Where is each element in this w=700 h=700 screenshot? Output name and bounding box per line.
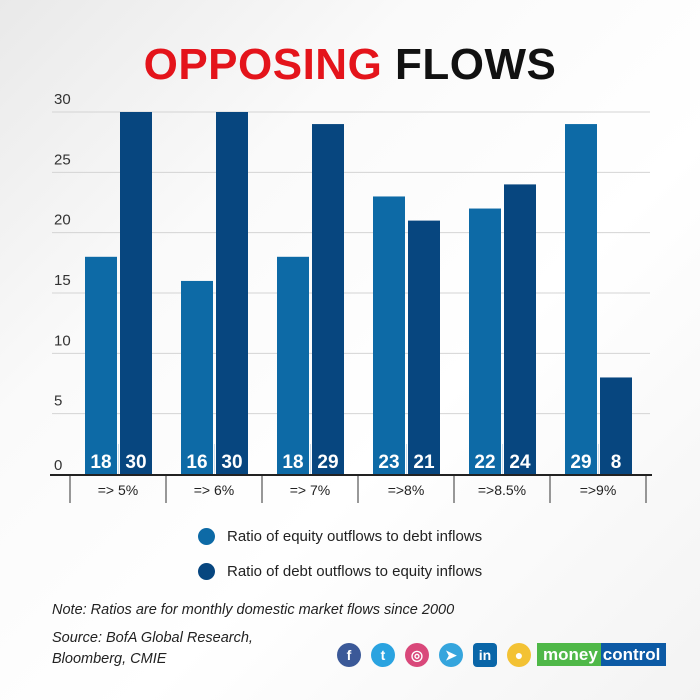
legend-label: Ratio of debt outflows to equity inflows [227, 563, 483, 580]
facebook-icon[interactable]: f [337, 643, 361, 667]
data-label: 30 [125, 452, 146, 473]
data-label: 24 [509, 452, 531, 473]
source-line-1: Source: BofA Global Research, [52, 630, 253, 646]
y-tick-label: 10 [54, 332, 71, 349]
bar [181, 280, 213, 474]
bar [277, 256, 309, 474]
legend-label: Ratio of equity outflows to debt inflows [227, 528, 483, 545]
legend-swatch [198, 528, 215, 545]
data-label: 29 [570, 452, 591, 473]
legend-item-debt: Ratio of debt outflows to equity inflows [198, 563, 482, 580]
twitter-icon[interactable]: t [371, 643, 395, 667]
y-tick-label: 5 [54, 393, 62, 410]
data-label: 16 [186, 452, 207, 473]
moneycontrol-logo: money control [537, 643, 667, 666]
instagram-icon[interactable]: ◎ [405, 643, 429, 667]
telegram-icon[interactable]: ➤ [439, 643, 463, 667]
koo-icon[interactable]: ● [507, 643, 531, 667]
bar [85, 256, 117, 474]
x-tick-label: => 6% [194, 482, 234, 498]
source-line-2: Bloomberg, CMIE [52, 651, 167, 667]
bar [565, 124, 597, 475]
chart-title: OPPOSING FLOWS [0, 40, 700, 90]
bar [120, 112, 152, 474]
logo-control: control [600, 643, 667, 666]
x-tick-label: => 5% [98, 482, 138, 498]
bar [469, 208, 501, 475]
data-label: 18 [282, 452, 303, 473]
x-tick-label: =>9% [580, 482, 617, 498]
bar [504, 184, 536, 474]
data-label: 21 [413, 452, 435, 473]
data-label: 22 [474, 452, 495, 473]
x-tick-label: =>8% [388, 482, 425, 498]
note-text: Note: Ratios are for monthly domestic ma… [52, 602, 455, 618]
data-label: 8 [611, 452, 622, 473]
bar [216, 112, 248, 474]
y-tick-label: 30 [54, 91, 71, 108]
x-tick-label: =>8.5% [478, 482, 526, 498]
data-label: 23 [378, 452, 399, 473]
y-tick-label: 15 [54, 272, 71, 289]
bar-chart: 0 5 10 15 20 25 30 18 30 => 5% 16 30 => 6% 18 29 => 7% 2… [50, 91, 652, 503]
title-red: OPPOSING [143, 40, 383, 89]
y-tick-label: 0 [54, 457, 62, 474]
y-tick-label: 20 [54, 212, 71, 229]
data-label: 29 [317, 452, 338, 473]
bar [600, 377, 632, 474]
legend-swatch [198, 563, 215, 580]
bar [373, 196, 405, 474]
legend-item-equity: Ratio of equity outflows to debt inflows [198, 528, 482, 545]
linkedin-icon[interactable]: in [473, 643, 497, 667]
title-black: FLOWS [395, 40, 557, 89]
x-tick-label: => 7% [290, 482, 330, 498]
data-label: 18 [90, 452, 111, 473]
bar [408, 220, 440, 474]
y-tick-label: 25 [54, 151, 71, 168]
logo-money: money [537, 643, 601, 666]
bar [312, 124, 344, 475]
data-label: 30 [221, 452, 242, 473]
